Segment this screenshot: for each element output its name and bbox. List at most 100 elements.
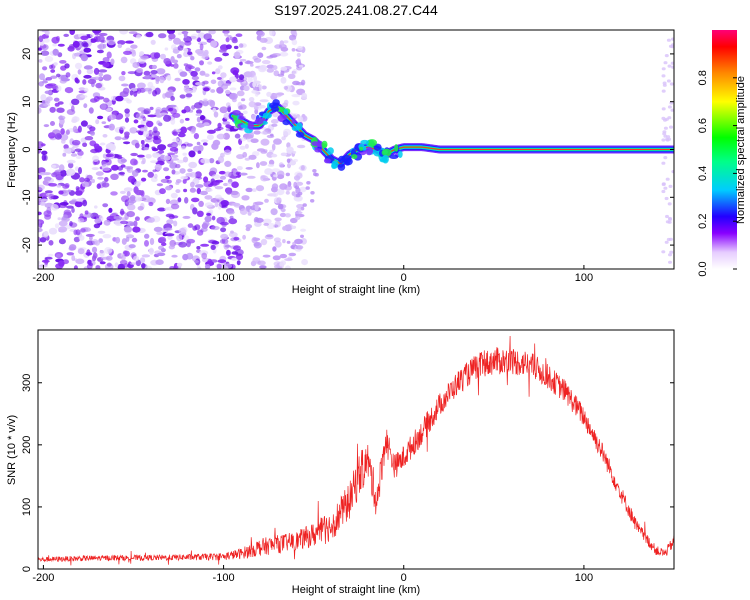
noise-blob [187, 168, 193, 173]
noise-blob [243, 85, 250, 91]
noise-blob [252, 81, 257, 88]
noise-blob [292, 100, 300, 106]
snr-panel: -200 -100 0 100 0 100 200 300 Height of straig… [6, 329, 675, 596]
ridge-blob [262, 112, 272, 119]
noise-blob [38, 174, 42, 180]
noise-blob [176, 262, 183, 267]
noise-blob [40, 94, 47, 101]
noise-blob [67, 189, 72, 193]
noise-blob [80, 54, 88, 62]
noise-blob [196, 141, 201, 146]
noise-blob [279, 262, 284, 267]
noise-blob [272, 255, 281, 261]
y-tick-label: 100 [21, 498, 33, 516]
noise-blob [101, 256, 110, 260]
noise-blob [106, 262, 112, 267]
noise-blob [239, 61, 243, 66]
noise-blob [38, 59, 43, 63]
noise-blob [166, 219, 174, 225]
noise-blob [291, 48, 296, 52]
noise-blob [190, 181, 195, 188]
noise-blob [666, 135, 671, 139]
noise-blob [62, 152, 67, 157]
noise-blob [185, 64, 193, 68]
noise-blob [203, 33, 212, 41]
noise-blob [130, 158, 138, 166]
noise-blob [239, 85, 245, 91]
noise-blob [238, 74, 245, 80]
noise-blob [292, 69, 298, 75]
noise-blob [252, 55, 259, 61]
noise-blob [243, 71, 253, 78]
noise-blob [663, 126, 668, 130]
noise-blob [203, 180, 213, 188]
noise-blob [245, 187, 253, 193]
noise-blob [156, 68, 166, 75]
noise-blob [202, 221, 210, 227]
snr-y-ticks: 0 100 200 300 [21, 374, 674, 572]
noise-blob [120, 220, 129, 225]
noise-blob [300, 234, 304, 238]
noise-blob [71, 207, 75, 213]
noise-blob [248, 97, 255, 102]
noise-blob [55, 263, 64, 269]
noise-blob [124, 117, 130, 123]
noise-blob [145, 154, 152, 159]
noise-blob [225, 89, 231, 95]
noise-blob [38, 47, 42, 51]
noise-blob [214, 186, 224, 190]
noise-blob [113, 216, 123, 220]
noise-blob [198, 144, 204, 152]
noise-blob [42, 66, 48, 71]
noise-blob [231, 202, 241, 206]
noise-blob [127, 71, 137, 75]
noise-blob [164, 207, 170, 211]
noise-blob [225, 124, 232, 129]
noise-blob [83, 47, 92, 53]
noise-blob [92, 155, 100, 162]
noise-blob [44, 256, 53, 260]
noise-blob [294, 238, 303, 245]
y-tick-label: 10 [21, 96, 33, 108]
noise-blob [168, 244, 175, 250]
noise-blob [145, 218, 153, 223]
noise-blob [189, 187, 196, 193]
noise-blob [233, 45, 239, 50]
noise-blob [122, 250, 130, 257]
noise-blob [224, 160, 232, 167]
noise-blob [170, 192, 178, 199]
noise-blob [65, 129, 70, 135]
ridge-blob [312, 169, 317, 173]
noise-blob [202, 54, 209, 60]
noise-blob [102, 62, 110, 68]
noise-blob [197, 32, 206, 39]
noise-blob [168, 33, 176, 40]
snr-x-axis-label: Height of straight line (km) [292, 584, 420, 596]
colorbar: 0.0 0.2 0.4 0.6 0.8 Normalized spectral ampl… [697, 30, 747, 277]
noise-blob [130, 44, 138, 49]
noise-blob [156, 231, 164, 235]
noise-blob [47, 253, 54, 257]
noise-blob [664, 117, 669, 121]
noise-blob [102, 57, 110, 63]
noise-blob [171, 254, 178, 258]
ridge-blob [397, 150, 403, 158]
noise-blob [124, 131, 130, 137]
noise-blob [83, 74, 92, 79]
noise-blob [217, 156, 225, 163]
noise-blob [108, 123, 115, 131]
noise-blob [266, 64, 275, 69]
noise-blob [231, 37, 238, 43]
noise-blob [259, 161, 268, 166]
noise-blob [225, 102, 231, 108]
noise-blob [92, 252, 98, 259]
noise-blob [44, 83, 54, 89]
noise-blob [97, 35, 105, 42]
noise-blob [144, 240, 149, 247]
noise-blob [58, 238, 66, 245]
noise-blob [256, 162, 260, 169]
noise-blob [203, 122, 210, 127]
noise-blob [285, 265, 291, 269]
noise-blob [300, 206, 305, 211]
